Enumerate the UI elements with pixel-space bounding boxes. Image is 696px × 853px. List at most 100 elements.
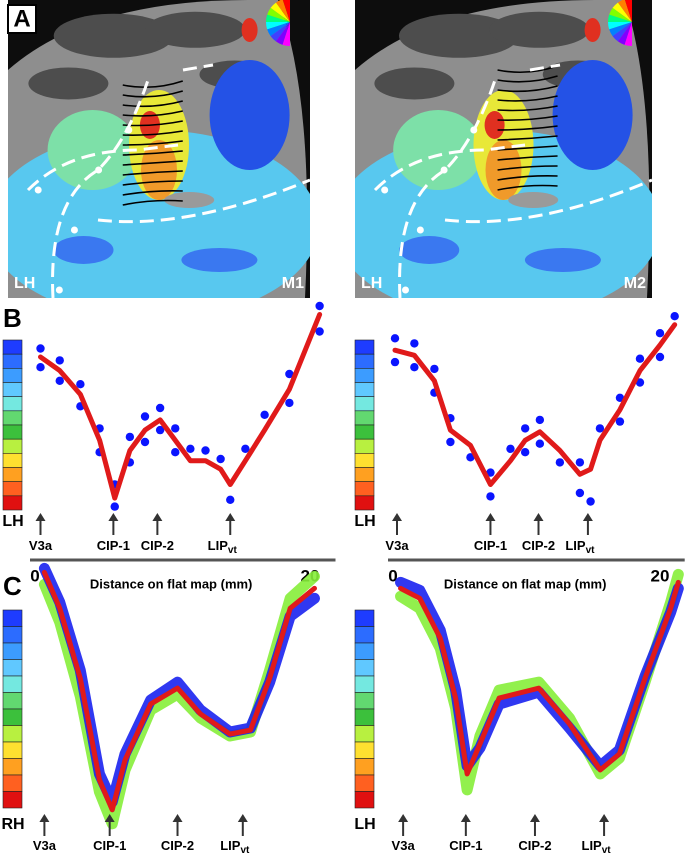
marker-arrowhead [582,513,593,521]
data-point [140,412,150,421]
mean-line [38,312,323,501]
color-wheel [267,22,290,37]
marker-name: CIP-1 [449,838,482,853]
marker-name: V3a [385,538,409,553]
sulcus [398,13,519,58]
hemisphere-label: LH [361,275,382,292]
marker-label: CIP-1 [93,838,126,853]
data-point [535,415,545,425]
phase-red [584,18,601,42]
colorbar-cell [2,481,23,497]
data-point [36,363,45,372]
data-point [125,432,135,442]
marker-arrowhead [529,814,540,822]
boundary [97,178,310,224]
marker-name: LIP [208,538,229,553]
flat-map [8,0,310,298]
marker-name: CIP-2 [141,538,174,553]
marker-label: V3a [29,538,53,553]
data-point [595,424,605,433]
marker-arrowhead [225,513,236,521]
marker-arrowhead [152,513,163,521]
colorbar-cell [2,725,23,743]
marker-arrowhead [392,513,403,521]
colorbar-cell [354,659,375,677]
colorbar-cell [2,410,23,426]
data-point [241,444,250,453]
contour [122,199,183,206]
x-tick-label: 0 [388,566,397,585]
marker-label: LIPvt [220,838,250,853]
colorbar-cell [2,339,23,355]
marker-label: V3a [33,838,57,853]
phase-red [484,111,505,139]
data-point [285,369,294,379]
colorbar-cell [2,438,23,454]
colorbar-cell [354,424,375,440]
contour [497,135,558,141]
data-point [315,327,324,336]
data-point [520,424,530,433]
contour [122,80,184,89]
sulcus [374,67,455,100]
roi-star [416,226,424,234]
colorbar-cell [2,609,23,627]
phase-blue [399,236,460,264]
colorbar-cell [2,396,23,412]
phase-green [393,110,484,190]
data-point [410,339,419,348]
data-point [390,334,400,343]
color-wheel [266,22,290,30]
panel-label: B [3,303,22,333]
colorbar-label: LH [354,513,375,530]
monkey-label: M2 [624,275,646,292]
colorbar-label: LH [2,513,23,530]
data-point [555,458,565,467]
data-point [155,425,165,435]
marker-label: V3a [385,538,409,553]
contour [497,115,558,121]
boundary [373,143,526,192]
data-point [655,352,665,362]
contour [497,165,558,171]
colorbar-cell [354,382,375,397]
data-point [615,417,625,426]
contour [497,75,558,83]
colorbar-cell [2,791,23,809]
phase-blue [53,236,114,264]
roi-star [34,186,42,194]
colorbar-cell [2,495,23,511]
boundary [529,63,561,72]
boundary [182,63,214,72]
marker-arrowhead [104,814,115,822]
contour [497,155,558,161]
marker-label: CIP-2 [161,838,194,853]
boundary [51,79,150,298]
colorbar-cell [2,353,23,369]
roi-star [440,166,448,174]
colorbar-cell [2,708,23,726]
roi-star [381,186,389,194]
contour [497,105,558,112]
phase-blue [552,60,633,170]
colorbar-cell [354,708,375,726]
data-point [635,378,645,387]
boundary [444,178,652,224]
panel-label-box [7,4,37,34]
roi-star [55,286,63,294]
marker-subscript: vt [586,545,596,556]
colorbar-cell [2,626,23,644]
color-wheel [608,14,632,22]
phase-blue [181,248,258,272]
colorbar-cell [354,626,375,644]
data-point [466,453,475,462]
colorbar-cell [2,675,23,693]
colorbar-cell [2,774,23,792]
contour [122,150,183,156]
colorbar-cell [354,725,375,743]
data-point [171,448,180,457]
marker-arrowhead [599,814,610,822]
contour [497,184,558,191]
contour [122,100,183,108]
colorbar-cell [2,741,23,759]
